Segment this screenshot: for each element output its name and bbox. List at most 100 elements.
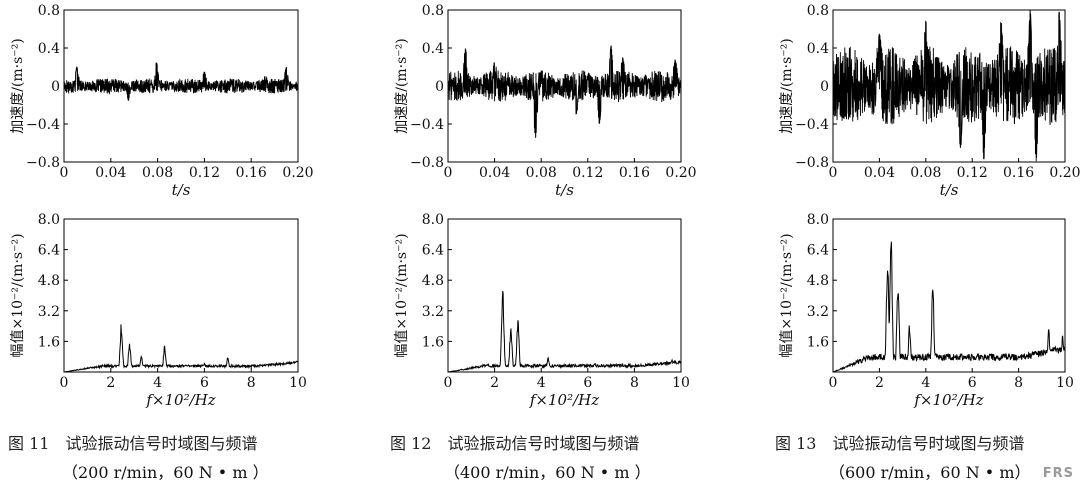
y-tick-label: −0.8: [795, 155, 829, 171]
y-tick-label: −0.4: [795, 117, 829, 133]
y-tick-label: 0: [820, 79, 829, 95]
x-tick-label: 0.04: [479, 165, 510, 181]
spectrum-trace: [63, 324, 299, 373]
y-tick-label: 0: [435, 79, 444, 95]
x-tick-label: 0: [829, 165, 838, 181]
signal-trace: [63, 62, 299, 102]
y-tick-label: 1.6: [807, 334, 829, 350]
y-tick-label: 0: [51, 79, 60, 95]
y-tick-label: 4.8: [422, 273, 444, 289]
x-tick-label: 0.04: [95, 165, 126, 181]
x-tick-label: 8: [630, 375, 639, 391]
x-tick-label: 4: [537, 375, 546, 391]
x-tick-label: 2: [106, 375, 115, 391]
x-tick-label: 6: [968, 375, 977, 391]
x-tick-label: 0: [829, 375, 838, 391]
chart-panel-freq-600: 0 2 4 6 8 10 8.0 6.4 4.8 3.2 1.6 f×10²/Hz 幅值×10⁻²/(m…: [779, 212, 1074, 409]
y-axis-label: 加速度/(m·s⁻²): [394, 38, 410, 134]
x-tick-label: 0.08: [910, 165, 941, 181]
caption-fig11-condition: （200 r/min，60 N • m ）: [62, 463, 269, 482]
x-tick-label: 2: [875, 375, 884, 391]
x-tick-label: 0.16: [619, 165, 650, 181]
x-tick-label: 0.12: [957, 165, 988, 181]
x-tick-label: 0: [444, 375, 453, 391]
x-tick-label: 0: [60, 375, 69, 391]
x-tick-label: 0.16: [1003, 165, 1034, 181]
y-tick-label: 8.0: [38, 212, 60, 228]
y-tick-label: 3.2: [422, 304, 444, 320]
caption-fig11-title: 图 11 试验振动信号时域图与频谱: [8, 434, 258, 453]
x-tick-label: 0.04: [864, 165, 895, 181]
y-tick-label: 0.8: [422, 3, 444, 19]
x-tick-label: 10: [289, 375, 307, 391]
x-axis-label: t/s: [940, 181, 959, 199]
y-tick-label: 0.8: [38, 3, 60, 19]
y-tick-label: 1.6: [422, 334, 444, 350]
x-tick-label: 0: [444, 165, 453, 181]
chart-panel-time-200: 0 0.04 0.08 0.12 0.16 0.20 0.8 0.4 0 −0.4 −0.8 t/s 加…: [10, 3, 314, 199]
chart-panel-time-600: 0 0.04 0.08 0.12 0.16 0.20 0.8 0.4 0 −0.4 −0.8 t/s 加…: [779, 3, 1080, 199]
plot-frame: [63, 218, 299, 373]
y-axis-label: 加速度/(m·s⁻²): [10, 38, 26, 134]
y-tick-label: 4.8: [38, 273, 60, 289]
x-axis-label: t/s: [172, 181, 191, 199]
plot-frame: [447, 218, 682, 373]
x-tick-label: 2: [490, 375, 499, 391]
y-tick-label: −0.8: [410, 155, 444, 171]
x-tick-label: 0.16: [236, 165, 267, 181]
x-axis-label: f×10²/Hz: [529, 391, 599, 409]
chart-panel-time-400: 0 0.04 0.08 0.12 0.16 0.20 0.8 0.4 0 −0.4 −0.8 t/s 加…: [394, 3, 697, 199]
signal-trace: [447, 44, 682, 138]
x-tick-label: 4: [921, 375, 930, 391]
x-tick-label: 0.12: [189, 165, 220, 181]
x-tick-label: 8: [1014, 375, 1023, 391]
y-tick-label: 3.2: [38, 304, 60, 320]
x-axis-label: f×10²/Hz: [913, 391, 983, 409]
y-tick-label: 0.4: [807, 41, 829, 57]
y-axis-label: 幅值×10⁻²/(m·s⁻²): [394, 233, 410, 357]
x-tick-label: 10: [1056, 375, 1074, 391]
x-tick-label: 0: [60, 165, 69, 181]
x-tick-label: 6: [200, 375, 209, 391]
y-axis-label: 幅值×10⁻²/(m·s⁻²): [10, 233, 26, 357]
spectrum-trace: [447, 291, 682, 373]
caption-fig12-title: 图 12 试验振动信号时域图与频谱: [390, 434, 640, 453]
x-tick-label: 0.20: [282, 165, 313, 181]
x-axis-label: f×10²/Hz: [145, 391, 215, 409]
y-tick-label: 0.8: [807, 3, 829, 19]
y-tick-label: −0.4: [26, 117, 60, 133]
y-tick-label: 4.8: [807, 273, 829, 289]
signal-trace: [832, 9, 1066, 162]
x-tick-label: 6: [583, 375, 592, 391]
y-tick-label: 3.2: [807, 304, 829, 320]
y-tick-label: 8.0: [422, 212, 444, 228]
y-tick-label: 8.0: [807, 212, 829, 228]
caption-fig12-condition: （400 r/min，60 N • m ）: [444, 463, 651, 482]
chart-panel-freq-400: 0 2 4 6 8 10 8.0 6.4 4.8 3.2 1.6 f×10²/Hz 幅值×10⁻²/(m…: [394, 212, 690, 409]
x-axis-label: t/s: [555, 181, 574, 199]
y-tick-label: 0.4: [422, 41, 444, 57]
x-tick-label: 0.12: [572, 165, 603, 181]
y-tick-label: −0.4: [410, 117, 444, 133]
x-tick-label: 4: [153, 375, 162, 391]
y-tick-label: 6.4: [422, 243, 444, 259]
caption-fig13-condition: （600 r/min，60 N • m）: [829, 463, 1031, 482]
caption-fig13-title: 图 13 试验振动信号时域图与频谱: [775, 434, 1025, 453]
x-tick-label: 0.08: [526, 165, 557, 181]
x-tick-label: 10: [672, 375, 690, 391]
y-tick-label: 6.4: [38, 243, 60, 259]
x-tick-label: 0.20: [1049, 165, 1080, 181]
y-tick-label: 6.4: [807, 243, 829, 259]
y-tick-label: −0.8: [26, 155, 60, 171]
plot-frame: [832, 218, 1066, 373]
y-axis-label: 幅值×10⁻²/(m·s⁻²): [779, 233, 795, 357]
spectrum-trace: [832, 241, 1066, 373]
x-tick-label: 0.08: [142, 165, 173, 181]
x-tick-label: 8: [247, 375, 256, 391]
x-tick-label: 0.20: [665, 165, 696, 181]
watermark: FRS: [1042, 466, 1074, 481]
y-axis-label: 加速度/(m·s⁻²): [779, 38, 795, 134]
y-tick-label: 0.4: [38, 41, 60, 57]
y-tick-label: 1.6: [38, 334, 60, 350]
